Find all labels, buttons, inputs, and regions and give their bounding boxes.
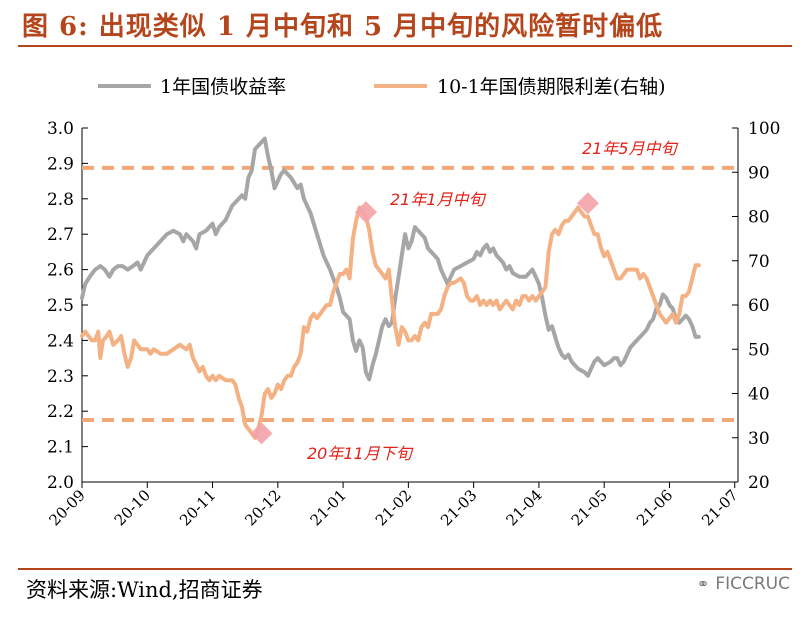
legend-label-yield: 1年国债收益率 [160,76,286,98]
series-yield-line [80,136,701,382]
y-right-tick-label: 60 [748,296,770,316]
y-left-tick-label: 3.0 [47,119,74,139]
x-tick-label: 21-02 [372,486,415,529]
y-right-ticks: 20 30 40 50 60 70 80 90 100 [732,119,780,493]
wechat-icon: ⚭ [696,575,710,593]
watermark: ⚭ FICCRUC [697,574,790,594]
y-right-tick-label: 30 [748,429,770,449]
x-tick-label: 21-01 [307,486,350,529]
series-lines [80,136,701,440]
y-left-tick-label: 2.3 [47,367,74,387]
x-tick-label: 21-05 [568,486,611,529]
annotation-may-mid: 21年5月中旬 [582,139,679,158]
y-left-ticks: 2.0 2.1 2.2 2.3 2.4 2.5 2.6 2.7 2.8 2.9 3.0 [47,119,88,493]
y-right-tick-label: 40 [748,385,770,405]
y-left-tick-label: 2.6 [47,261,74,281]
y-right-tick-label: 50 [748,340,770,360]
y-left-tick-label: 2.8 [47,190,74,210]
highlight-marker [576,192,599,215]
highlight-marker [354,201,377,224]
y-left-tick-label: 2.9 [47,154,74,174]
annotation-nov-late: 20年11月下旬 [307,444,414,463]
x-tick-label: 21-07 [698,486,741,529]
x-tick-label: 21-04 [502,486,545,529]
highlight-markers [250,192,599,445]
x-tick-label: 20-12 [241,486,284,529]
chart-legend: 1年国债收益率 10-1年国债期限利差(右轴) [98,76,666,98]
x-tick-label: 20-10 [111,486,154,529]
y-left-tick-label: 2.1 [47,438,74,458]
y-left-tick-label: 2.2 [47,402,74,422]
x-tick-label: 20-11 [176,486,219,529]
threshold-lines [82,165,738,423]
x-ticks: 20-09 20-10 20-11 20-12 21-01 21-02 21-03 21-04… [46,482,742,529]
highlight-marker [250,422,273,445]
y-right-tick-label: 20 [748,473,770,493]
series-spread-line [80,205,701,440]
y-left-tick-label: 2.0 [47,473,74,493]
legend-label-spread: 10-1年国债期限利差(右轴) [437,76,666,98]
y-right-tick-label: 90 [748,163,770,183]
y-right-tick-label: 80 [748,208,770,228]
y-left-tick-label: 2.7 [47,225,74,245]
y-right-tick-label: 70 [748,252,770,272]
annotation-jan-mid: 21年1月中旬 [390,190,487,209]
title-divider [18,45,792,47]
x-tick-label: 21-03 [437,486,480,529]
watermark-text: FICCRUC [715,574,790,594]
x-tick-label: 21-06 [633,486,676,529]
y-left-tick-label: 2.4 [47,331,74,351]
source-note: 资料来源:Wind,招商证券 [26,578,263,602]
footer-divider [18,568,792,570]
y-left-tick-label: 2.5 [47,296,74,316]
y-right-tick-label: 100 [748,119,780,139]
page-title: 图 6: 出现类似 1 月中旬和 5 月中旬的风险暂时偏低 [22,12,664,42]
